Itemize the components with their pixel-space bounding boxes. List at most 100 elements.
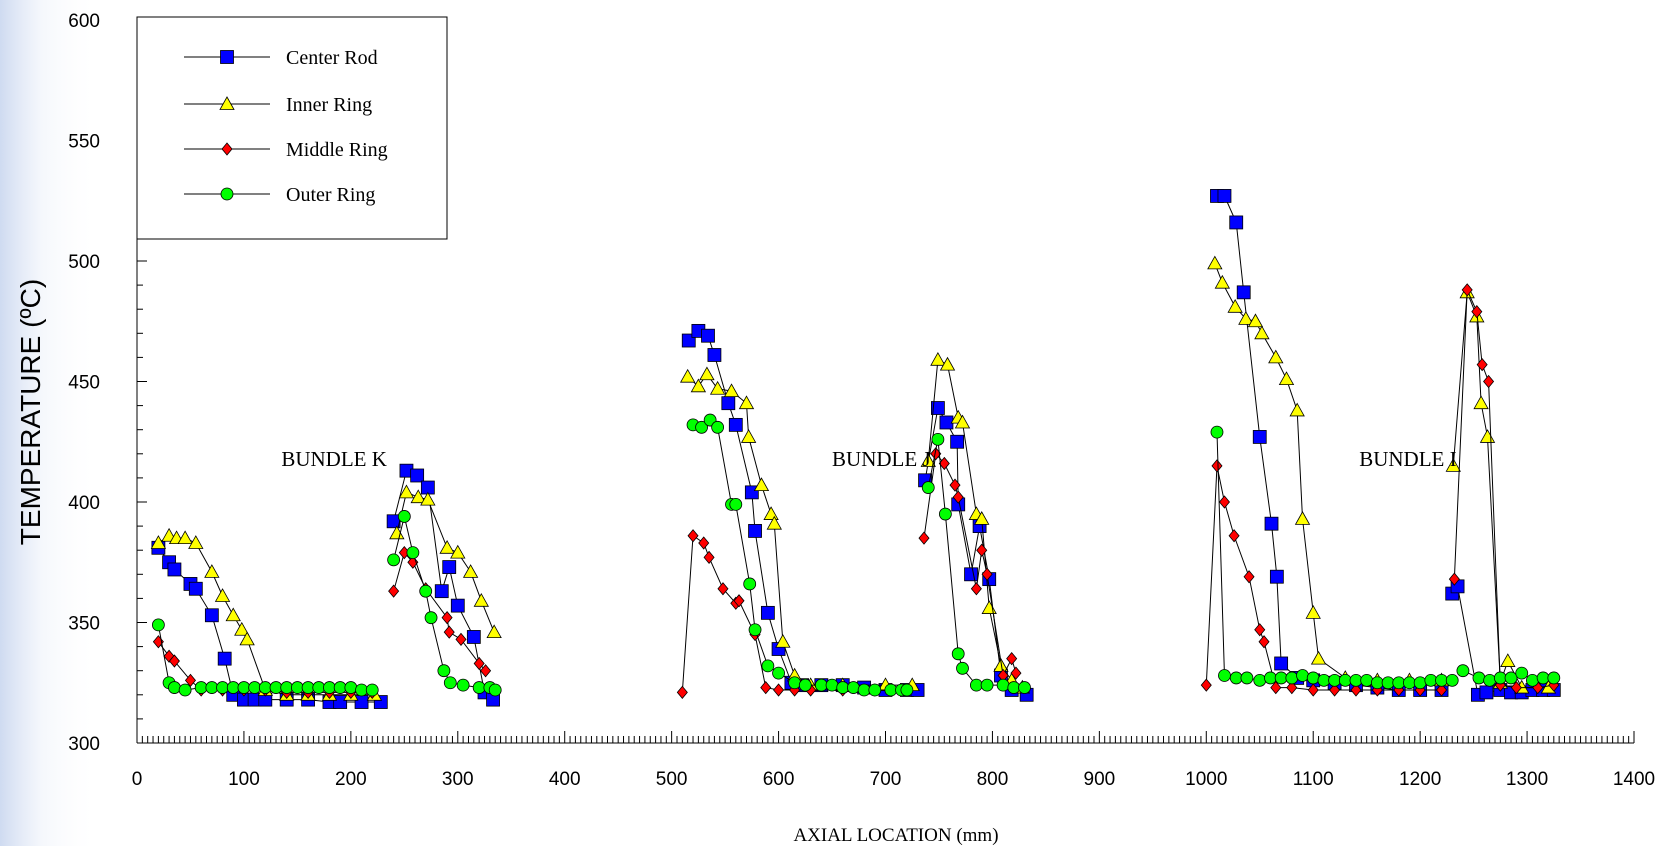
data-point-inner-ring: [225, 607, 241, 622]
data-point-outer-ring: [1370, 676, 1384, 690]
data-point-inner-ring: [1305, 605, 1321, 619]
data-point-outer-ring: [168, 681, 181, 694]
x-axis-label: AXIAL LOCATION (mm): [793, 825, 998, 846]
data-point-middle-ring: [773, 683, 785, 697]
data-point-inner-ring: [1268, 349, 1284, 364]
tick-marks: [136, 19, 1635, 744]
data-point-center-rod: [950, 434, 965, 449]
data-point-middle-ring: [952, 490, 964, 504]
data-point-inner-ring: [954, 414, 971, 429]
data-point-outer-ring: [269, 681, 283, 694]
data-point-outer-ring: [205, 681, 219, 694]
data-point-middle-ring: [1258, 635, 1270, 649]
data-point-outer-ring: [1392, 676, 1406, 690]
data-point-middle-ring: [1350, 683, 1362, 697]
data-point-middle-ring: [1270, 680, 1282, 695]
data-point-outer-ring: [836, 681, 850, 694]
y-tick-label: 300: [68, 734, 100, 755]
series-line-middle-ring: [1205, 465, 1442, 691]
data-point-inner-ring: [1294, 511, 1311, 525]
data-point-middle-ring: [1218, 495, 1230, 509]
series-outer-ring: [151, 413, 1561, 697]
data-point-outer-ring: [1296, 669, 1309, 682]
data-point-outer-ring: [355, 683, 368, 697]
data-point-inner-ring: [1254, 325, 1270, 340]
data-point-inner-ring: [766, 515, 782, 530]
data-point-outer-ring: [472, 681, 486, 694]
data-point-outer-ring: [344, 681, 358, 694]
data-point-outer-ring: [406, 546, 420, 560]
data-point-middle-ring: [1307, 683, 1319, 697]
data-point-inner-ring: [738, 395, 755, 410]
data-point-outer-ring: [1274, 671, 1288, 685]
data-point-outer-ring: [951, 647, 965, 661]
data-point-outer-ring: [868, 683, 882, 697]
y-axis-label: TEMPERATURE (ºC): [15, 279, 46, 545]
legend: Center Rod Inner Ring Middle Ring Outer Rin…: [136, 16, 448, 240]
annotation-label: BUNDLE K: [281, 447, 387, 471]
data-point-middle-ring: [981, 567, 993, 581]
data-point-center-rod: [333, 695, 348, 709]
data-point-center-rod: [760, 605, 775, 620]
data-point-center-rod: [748, 524, 762, 538]
data-point-middle-ring: [480, 664, 492, 678]
data-point-inner-ring: [462, 564, 479, 578]
legend-item-inner-ring: Inner Ring: [184, 94, 372, 116]
data-point-outer-ring: [1328, 673, 1341, 687]
data-point-inner-ring: [1238, 311, 1254, 325]
data-point-outer-ring: [488, 683, 502, 697]
data-point-outer-ring: [301, 681, 315, 694]
data-point-outer-ring: [825, 678, 839, 692]
data-point-middle-ring: [1254, 623, 1266, 637]
data-point-outer-ring: [847, 681, 860, 694]
data-point-outer-ring: [312, 681, 326, 694]
data-point-outer-ring: [1253, 673, 1267, 687]
data-point-inner-ring: [398, 484, 415, 499]
data-point-inner-ring: [709, 380, 726, 395]
x-tick-label: 1000: [1185, 769, 1227, 790]
data-point-outer-ring: [938, 507, 952, 521]
y-tick-label: 550: [68, 132, 100, 153]
data-point-outer-ring: [194, 681, 208, 694]
data-point-outer-ring: [1403, 676, 1416, 690]
data-point-center-rod: [707, 348, 722, 362]
data-point-inner-ring: [1289, 402, 1305, 417]
x-tick-label: 200: [335, 769, 367, 790]
data-point-middle-ring: [733, 594, 745, 608]
data-point-inner-ring: [1207, 255, 1223, 270]
data-point-inner-ring: [930, 351, 946, 366]
data-point-outer-ring: [424, 611, 438, 625]
data-point-inner-ring: [1278, 371, 1295, 385]
data-point-center-rod: [466, 630, 481, 644]
y-tick-label: 600: [68, 11, 100, 32]
legend-label-center-rod: Center Rod: [286, 47, 378, 69]
data-point-outer-ring: [884, 683, 898, 697]
data-point-inner-ring: [473, 592, 489, 607]
x-tick-label: 1300: [1506, 769, 1548, 790]
data-point-center-rod: [410, 468, 425, 483]
legend-label-middle-ring: Middle Ring: [286, 139, 388, 161]
data-point-outer-ring: [237, 681, 251, 694]
data-point-outer-ring: [761, 659, 775, 673]
data-point-middle-ring: [938, 456, 950, 471]
data-point-inner-ring: [974, 511, 990, 525]
x-tick-label: 800: [977, 769, 1009, 790]
data-point-middle-ring: [1476, 358, 1488, 372]
data-point-middle-ring: [1448, 572, 1460, 586]
data-point-inner-ring: [214, 588, 231, 602]
data-point-inner-ring: [753, 477, 770, 492]
data-point-middle-ring: [1243, 570, 1255, 584]
data-point-outer-ring: [1435, 673, 1448, 687]
data-point-center-rod: [434, 584, 449, 599]
data-point-outer-ring: [397, 510, 411, 523]
data-point-inner-ring: [1473, 395, 1489, 410]
data-point-outer-ring: [1306, 671, 1320, 685]
data-point-outer-ring: [1493, 671, 1507, 685]
data-point-outer-ring: [456, 678, 470, 692]
data-point-inner-ring: [188, 535, 204, 549]
data-point-outer-ring: [1526, 673, 1539, 687]
data-point-outer-ring: [1547, 671, 1561, 685]
data-point-middle-ring: [1228, 529, 1240, 543]
data-point-inner-ring: [439, 539, 455, 554]
data-point-center-rod: [1269, 569, 1284, 584]
